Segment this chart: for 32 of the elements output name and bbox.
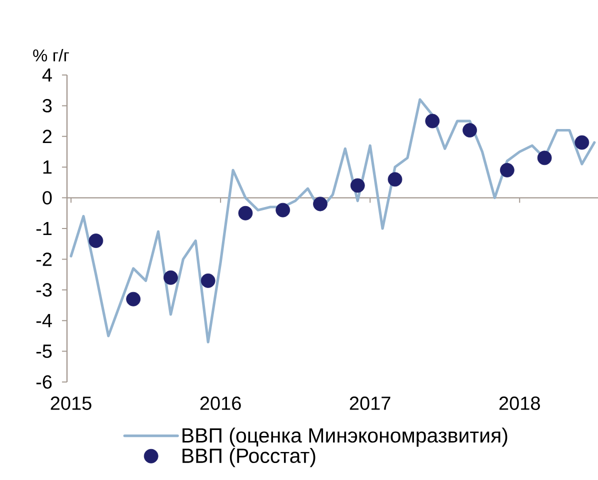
legend-label: ВВП (Росстат) [182,448,316,468]
y-tick-label: 4 [42,68,52,82]
point [200,273,216,288]
y-tick-label: -2 [36,252,52,266]
point [126,292,141,306]
point [350,178,365,193]
y-tick-label: 0 [42,191,52,205]
y-tick-label: -4 [36,314,52,328]
point [276,202,290,218]
y-tick-label: -3 [36,283,52,297]
y-tick-label: -5 [36,344,52,358]
legend-label: ВВП (оценка Минэкономразвития) [182,428,508,447]
y-tick-label: 3 [42,98,52,112]
x-tick-label: 2017 [350,396,390,410]
point [500,162,514,178]
y-tick-label: 1 [43,160,52,174]
y-tick-label: 2 [42,130,52,144]
y-tick-label: -6 [36,375,52,389]
point [574,135,590,150]
point [88,234,104,248]
point [537,150,552,166]
point [425,114,440,128]
point [164,270,178,285]
y-tick-label: -1 [36,222,52,236]
point [313,196,328,212]
x-tick-label: 2015 [50,396,92,410]
x-tick-label: 2018 [499,396,540,410]
point [238,206,253,220]
point [388,172,402,187]
point [462,123,477,138]
y-axis-title: % г/г [33,49,69,62]
x-tick-label: 2016 [200,396,241,410]
